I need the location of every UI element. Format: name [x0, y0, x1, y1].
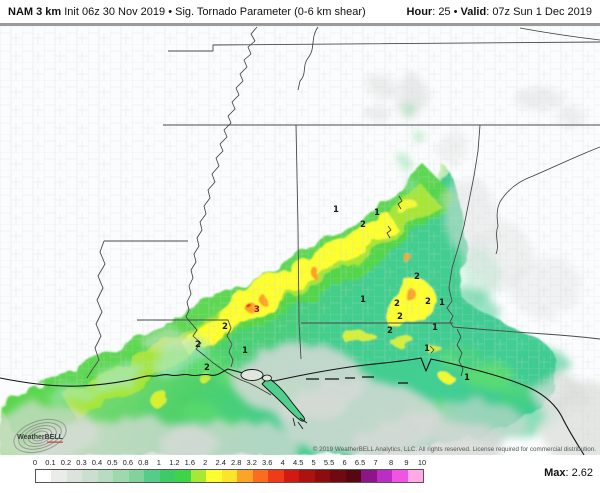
colorbar-tick: 10: [417, 458, 427, 467]
colorbar-cell: [97, 470, 114, 482]
contour-label: 2: [222, 322, 228, 332]
colorbar: [35, 469, 424, 483]
colorbar-cell: [128, 470, 145, 482]
colorbar-tick: 2.4: [215, 458, 226, 467]
colorbar-tick: 3.2: [246, 458, 257, 467]
contour-label: 3: [254, 305, 260, 315]
colorbar-tick: 4: [280, 458, 285, 467]
colorbar-cell: [221, 470, 238, 482]
colorbar-cell: [206, 470, 222, 482]
colorbar-tick: 1: [156, 458, 161, 467]
colorbar-cell: [283, 470, 300, 482]
barrier-islands: [306, 376, 408, 384]
colorbar-tick: 0.8: [138, 458, 149, 467]
contour-label: 2: [425, 297, 431, 307]
contour-label: 1: [374, 208, 380, 218]
colorbar-ticks: 0 0.1 0.2 0.3 0.4 0.5 0.6 0.8 1 1.2 1.6 2 2.4 2.8 3.2 3…: [32, 458, 426, 467]
contour-label: 2: [394, 299, 400, 309]
contour-label: 2: [414, 272, 420, 282]
map-title: NAM 3 km Init 06z 30 Nov 2019 • Sig. Tor…: [8, 6, 366, 18]
colorbar-cell: [36, 470, 52, 482]
colorbar-tick: 0.1: [45, 458, 56, 467]
colorbar-cell: [66, 470, 83, 482]
colorbar-tick: 5: [311, 458, 316, 467]
contour-label: 2: [195, 340, 201, 350]
colorbar-tick: 7: [373, 458, 378, 467]
contour-label: 1: [242, 346, 248, 356]
contour-label: 2: [387, 326, 393, 336]
logo-accent: [47, 441, 63, 443]
colorbar-cell: [361, 470, 377, 482]
colorbar-tick: 0.6: [122, 458, 134, 467]
colorbar-tick: 2.8: [231, 458, 242, 467]
contour-label: 1: [333, 205, 339, 215]
contour-label: 2: [397, 312, 403, 322]
contour-label: 1: [424, 344, 430, 354]
colorbar-tick: 3.6: [261, 458, 273, 467]
contour-label: 2: [360, 220, 366, 230]
valid-label: Valid: [460, 5, 487, 18]
colorbar-cell: [113, 470, 129, 482]
colorbar-tick: 0: [32, 458, 38, 467]
colorbar-tick: 6.5: [354, 458, 366, 467]
colorbar-cell: [407, 470, 424, 482]
colorbar-cell: [376, 470, 393, 482]
rivers: [185, 26, 600, 396]
weatherbell-logo: WeatherBELL: [13, 418, 67, 454]
colorbar-tick: 4.5: [292, 458, 304, 467]
lake-pontchartrain: [240, 369, 264, 381]
colorbar-cell: [392, 470, 408, 482]
header-bar: NAM 3 km Init 06z 30 Nov 2019 • Sig. Tor…: [0, 0, 600, 26]
colorbar-cell: [82, 470, 98, 482]
max-value: Max: 2.62: [544, 467, 593, 479]
colorbar-cell: [330, 470, 346, 482]
colorbar-tick: 8: [388, 458, 394, 467]
colorbar-tick: 5.5: [323, 458, 335, 467]
contour-label: 1: [432, 323, 438, 333]
map-subtitle: Init 06z 30 Nov 2019 • Sig. Tornado Para…: [61, 5, 366, 18]
colorbar-cell: [314, 470, 331, 482]
colorbar-tick: 9: [404, 458, 409, 467]
colorbar-tick: 1.2: [169, 458, 180, 467]
copyright-text: © 2019 WeatherBELL Analytics, LLC. All r…: [313, 445, 596, 453]
coastline: [0, 357, 585, 455]
contour-label: 2: [204, 363, 210, 373]
contour-label: 1: [464, 373, 470, 383]
hour-label: Hour: [406, 5, 433, 18]
state-borders: [86, 41, 600, 379]
colorbar-tick: 0.2: [60, 458, 72, 467]
colorbar-tick: 0.5: [107, 458, 118, 467]
colorbar-cell: [268, 470, 284, 482]
colorbar-tick: 0.3: [76, 458, 87, 467]
colorbar-cell: [175, 470, 191, 482]
colorbar-cell: [159, 470, 176, 482]
colorbar-cell: [345, 470, 362, 482]
colorbar-cell: [190, 470, 207, 482]
colorbar-tick: 2: [203, 458, 208, 467]
colorbar-cell: [299, 470, 315, 482]
logo-text: WeatherBELL: [17, 434, 63, 441]
contour-label: 1: [360, 295, 366, 305]
colorbar-cell: [51, 470, 67, 482]
colorbar-cell: [144, 470, 160, 482]
colorbar-cell: [237, 470, 253, 482]
color-scale: 0 0.1 0.2 0.3 0.4 0.5 0.6 0.8 1 1.2 1.6 2 2.4 2.8 3.2 3…: [0, 455, 600, 490]
model-name: NAM 3 km: [8, 5, 62, 18]
colorbar-tick: 1.6: [184, 458, 196, 467]
colorbar-tick: 0.4: [91, 458, 103, 467]
colorbar-tick: 6: [342, 458, 347, 467]
valid-time: Hour: 25 • Valid: 07z Sun 1 Dec 2019: [406, 5, 592, 18]
contour-label: 1: [439, 298, 445, 308]
colorbar-cell: [252, 470, 269, 482]
